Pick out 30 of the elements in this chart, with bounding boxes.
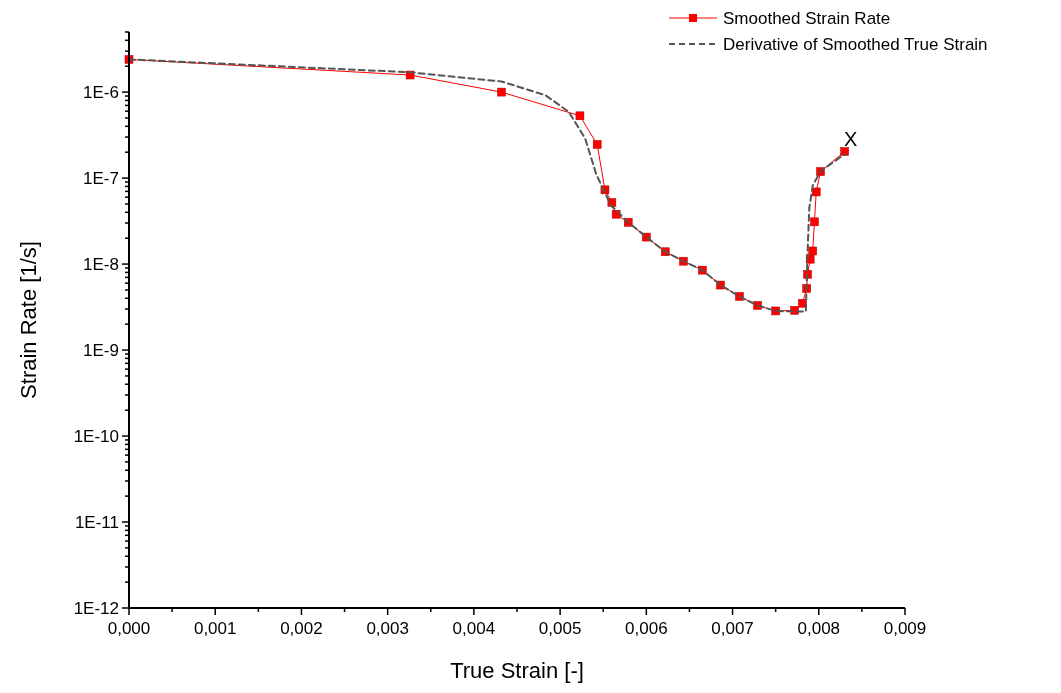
x-tick-label: 0,008 [797,619,841,638]
y-axis-title: Strain Rate [1/s] [16,241,41,399]
x-axis-title: True Strain [-] [450,658,584,683]
x-tick-label: 0,004 [452,619,496,638]
y-tick-label: 1E-8 [83,255,119,275]
y-tick-label: 1E-9 [83,341,119,360]
y-tick-label: 1E-10 [73,426,119,446]
legend-label: Smoothed Strain Rate [723,8,891,28]
legend-label: Derivative of Smoothed True Strain [723,34,988,54]
point [798,299,807,308]
x-tick-label: 0,006 [625,619,668,638]
point [575,111,585,121]
annotation: X [843,128,858,151]
x-tick-label: 0,007 [711,619,754,638]
point [840,147,849,156]
point [810,217,819,227]
y-tick-label: 1E-11 [74,512,119,532]
x-tick-label: 0,009 [883,619,927,638]
y-tick-label: 1E-7 [83,169,119,189]
x-tick-label: 0,003 [366,619,409,638]
point [497,87,506,97]
x-tick-label: 0,002 [280,619,323,638]
point [811,187,821,197]
y-tick-label: 1E-12 [73,598,119,618]
x-tick-label: 0,000 [107,619,151,638]
x-tick-label: 0,005 [538,619,582,638]
point [808,246,817,256]
y-tick-label: 1E-6 [83,83,119,103]
point [592,140,602,149]
x-tick-label: 0,001 [193,619,237,638]
